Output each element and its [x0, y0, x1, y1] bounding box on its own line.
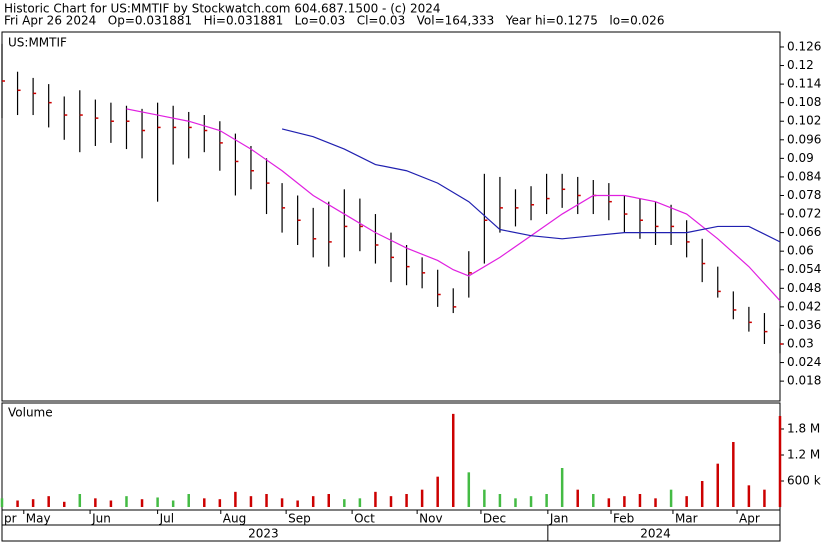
y-tick-label: 0.066	[787, 225, 821, 239]
x-tick-label: Dec	[483, 512, 506, 526]
x-tick-label: pr	[4, 512, 17, 526]
y-tick-label: 0.018	[787, 374, 821, 388]
y-tick-label: 0.114	[787, 77, 821, 91]
x-tick-label: Apr	[739, 512, 760, 526]
x-tick-label: Jun	[91, 512, 111, 526]
year-label: 2024	[640, 527, 671, 541]
x-tick-label: Aug	[223, 512, 246, 526]
year-axis	[1, 524, 781, 542]
header-quote: Fri Apr 26 2024 Op=0.031881 Hi=0.031881 …	[4, 14, 664, 28]
year-label: 2023	[248, 527, 279, 541]
y-tick-label: 0.042	[787, 299, 821, 313]
y-tick-label: 0.03	[787, 336, 814, 350]
volume-label: Volume	[8, 406, 53, 420]
header-title: Historic Chart for US:MMTIF by Stockwatc…	[4, 2, 441, 16]
moving-average	[126, 108, 781, 302]
x-tick-label: Jul	[159, 512, 174, 526]
y-tick-label: 0.102	[787, 114, 821, 128]
x-tick-label: Nov	[419, 512, 442, 526]
y-tick-label: 0.096	[787, 132, 821, 146]
y-tick-label: 600 k	[787, 474, 821, 488]
volume-frame	[1, 402, 781, 511]
y-tick-label: 0.024	[787, 355, 821, 369]
y-tick-label: 0.078	[787, 188, 821, 202]
x-tick-label: Oct	[354, 512, 375, 526]
x-tick-label: Jan	[549, 512, 569, 526]
y-tick-label: 0.06	[787, 244, 814, 258]
price-frame	[1, 31, 781, 402]
y-tick-label: 0.126	[787, 39, 821, 53]
month-axis	[1, 509, 781, 526]
y-tick-label: 0.072	[787, 207, 821, 221]
y-tick-label: 0.054	[787, 262, 821, 276]
y-tick-label: 0.048	[787, 281, 821, 295]
x-tick-label: Mar	[675, 512, 698, 526]
symbol-label: US:MMTIF	[8, 36, 67, 50]
x-tick-label: Sep	[288, 512, 311, 526]
y-tick-label: 0.09	[787, 151, 814, 165]
y-tick-label: 1.8 M	[787, 422, 820, 436]
y-tick-label: 0.084	[787, 169, 821, 183]
x-tick-label: Feb	[613, 512, 634, 526]
x-tick-label: May	[26, 512, 51, 526]
moving-average	[281, 128, 781, 243]
y-tick-label: 0.12	[787, 58, 814, 72]
y-tick-label: 0.036	[787, 318, 821, 332]
y-tick-label: 0.108	[787, 95, 821, 109]
y-tick-label: 1.2 M	[787, 448, 820, 462]
